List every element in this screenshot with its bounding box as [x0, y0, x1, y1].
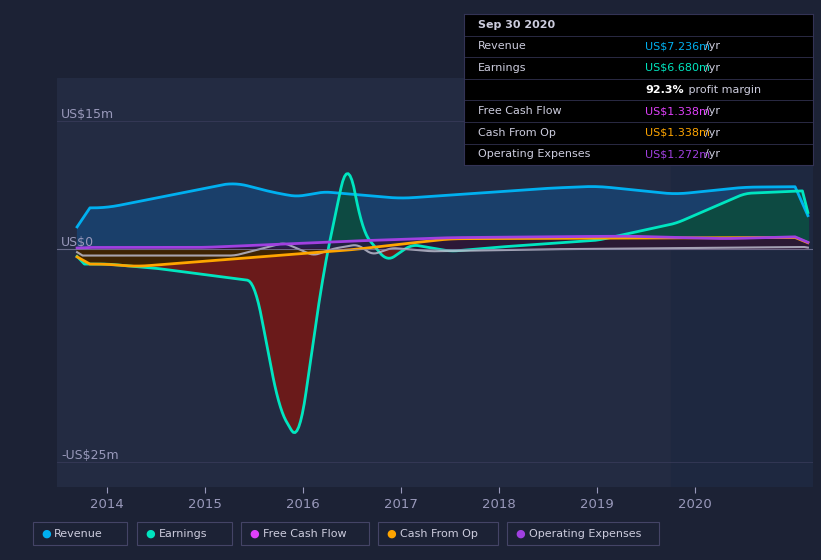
Text: Earnings: Earnings [478, 63, 526, 73]
Text: Cash From Op: Cash From Op [478, 128, 556, 138]
Text: US$1.338m: US$1.338m [645, 106, 713, 116]
Text: Free Cash Flow: Free Cash Flow [263, 529, 346, 539]
Text: US$1.338m: US$1.338m [645, 128, 713, 138]
Text: ●: ● [41, 529, 51, 539]
Text: ●: ● [145, 529, 155, 539]
Text: Sep 30 2020: Sep 30 2020 [478, 20, 555, 30]
Text: ●: ● [387, 529, 397, 539]
Text: US$15m: US$15m [62, 108, 114, 121]
Text: US$6.680m: US$6.680m [645, 63, 713, 73]
Text: US$0: US$0 [62, 236, 94, 249]
Text: ●: ● [516, 529, 525, 539]
Text: /yr: /yr [705, 63, 720, 73]
Text: /yr: /yr [705, 150, 720, 160]
Text: Earnings: Earnings [158, 529, 207, 539]
Text: /yr: /yr [705, 106, 720, 116]
Text: Revenue: Revenue [54, 529, 103, 539]
Text: Revenue: Revenue [478, 41, 526, 52]
Text: Operating Expenses: Operating Expenses [478, 150, 590, 160]
Text: US$1.272m: US$1.272m [645, 150, 714, 160]
Bar [57, 78, 671, 487]
Text: Free Cash Flow: Free Cash Flow [478, 106, 562, 116]
Text: -US$25m: -US$25m [62, 449, 119, 461]
Text: profit margin: profit margin [686, 85, 762, 95]
Text: 92.3%: 92.3% [645, 85, 684, 95]
Text: /yr: /yr [705, 41, 720, 52]
Text: /yr: /yr [705, 128, 720, 138]
Text: US$7.236m: US$7.236m [645, 41, 713, 52]
Text: ●: ● [250, 529, 259, 539]
Bar [671, 78, 813, 487]
Text: Cash From Op: Cash From Op [400, 529, 478, 539]
Text: Operating Expenses: Operating Expenses [529, 529, 641, 539]
